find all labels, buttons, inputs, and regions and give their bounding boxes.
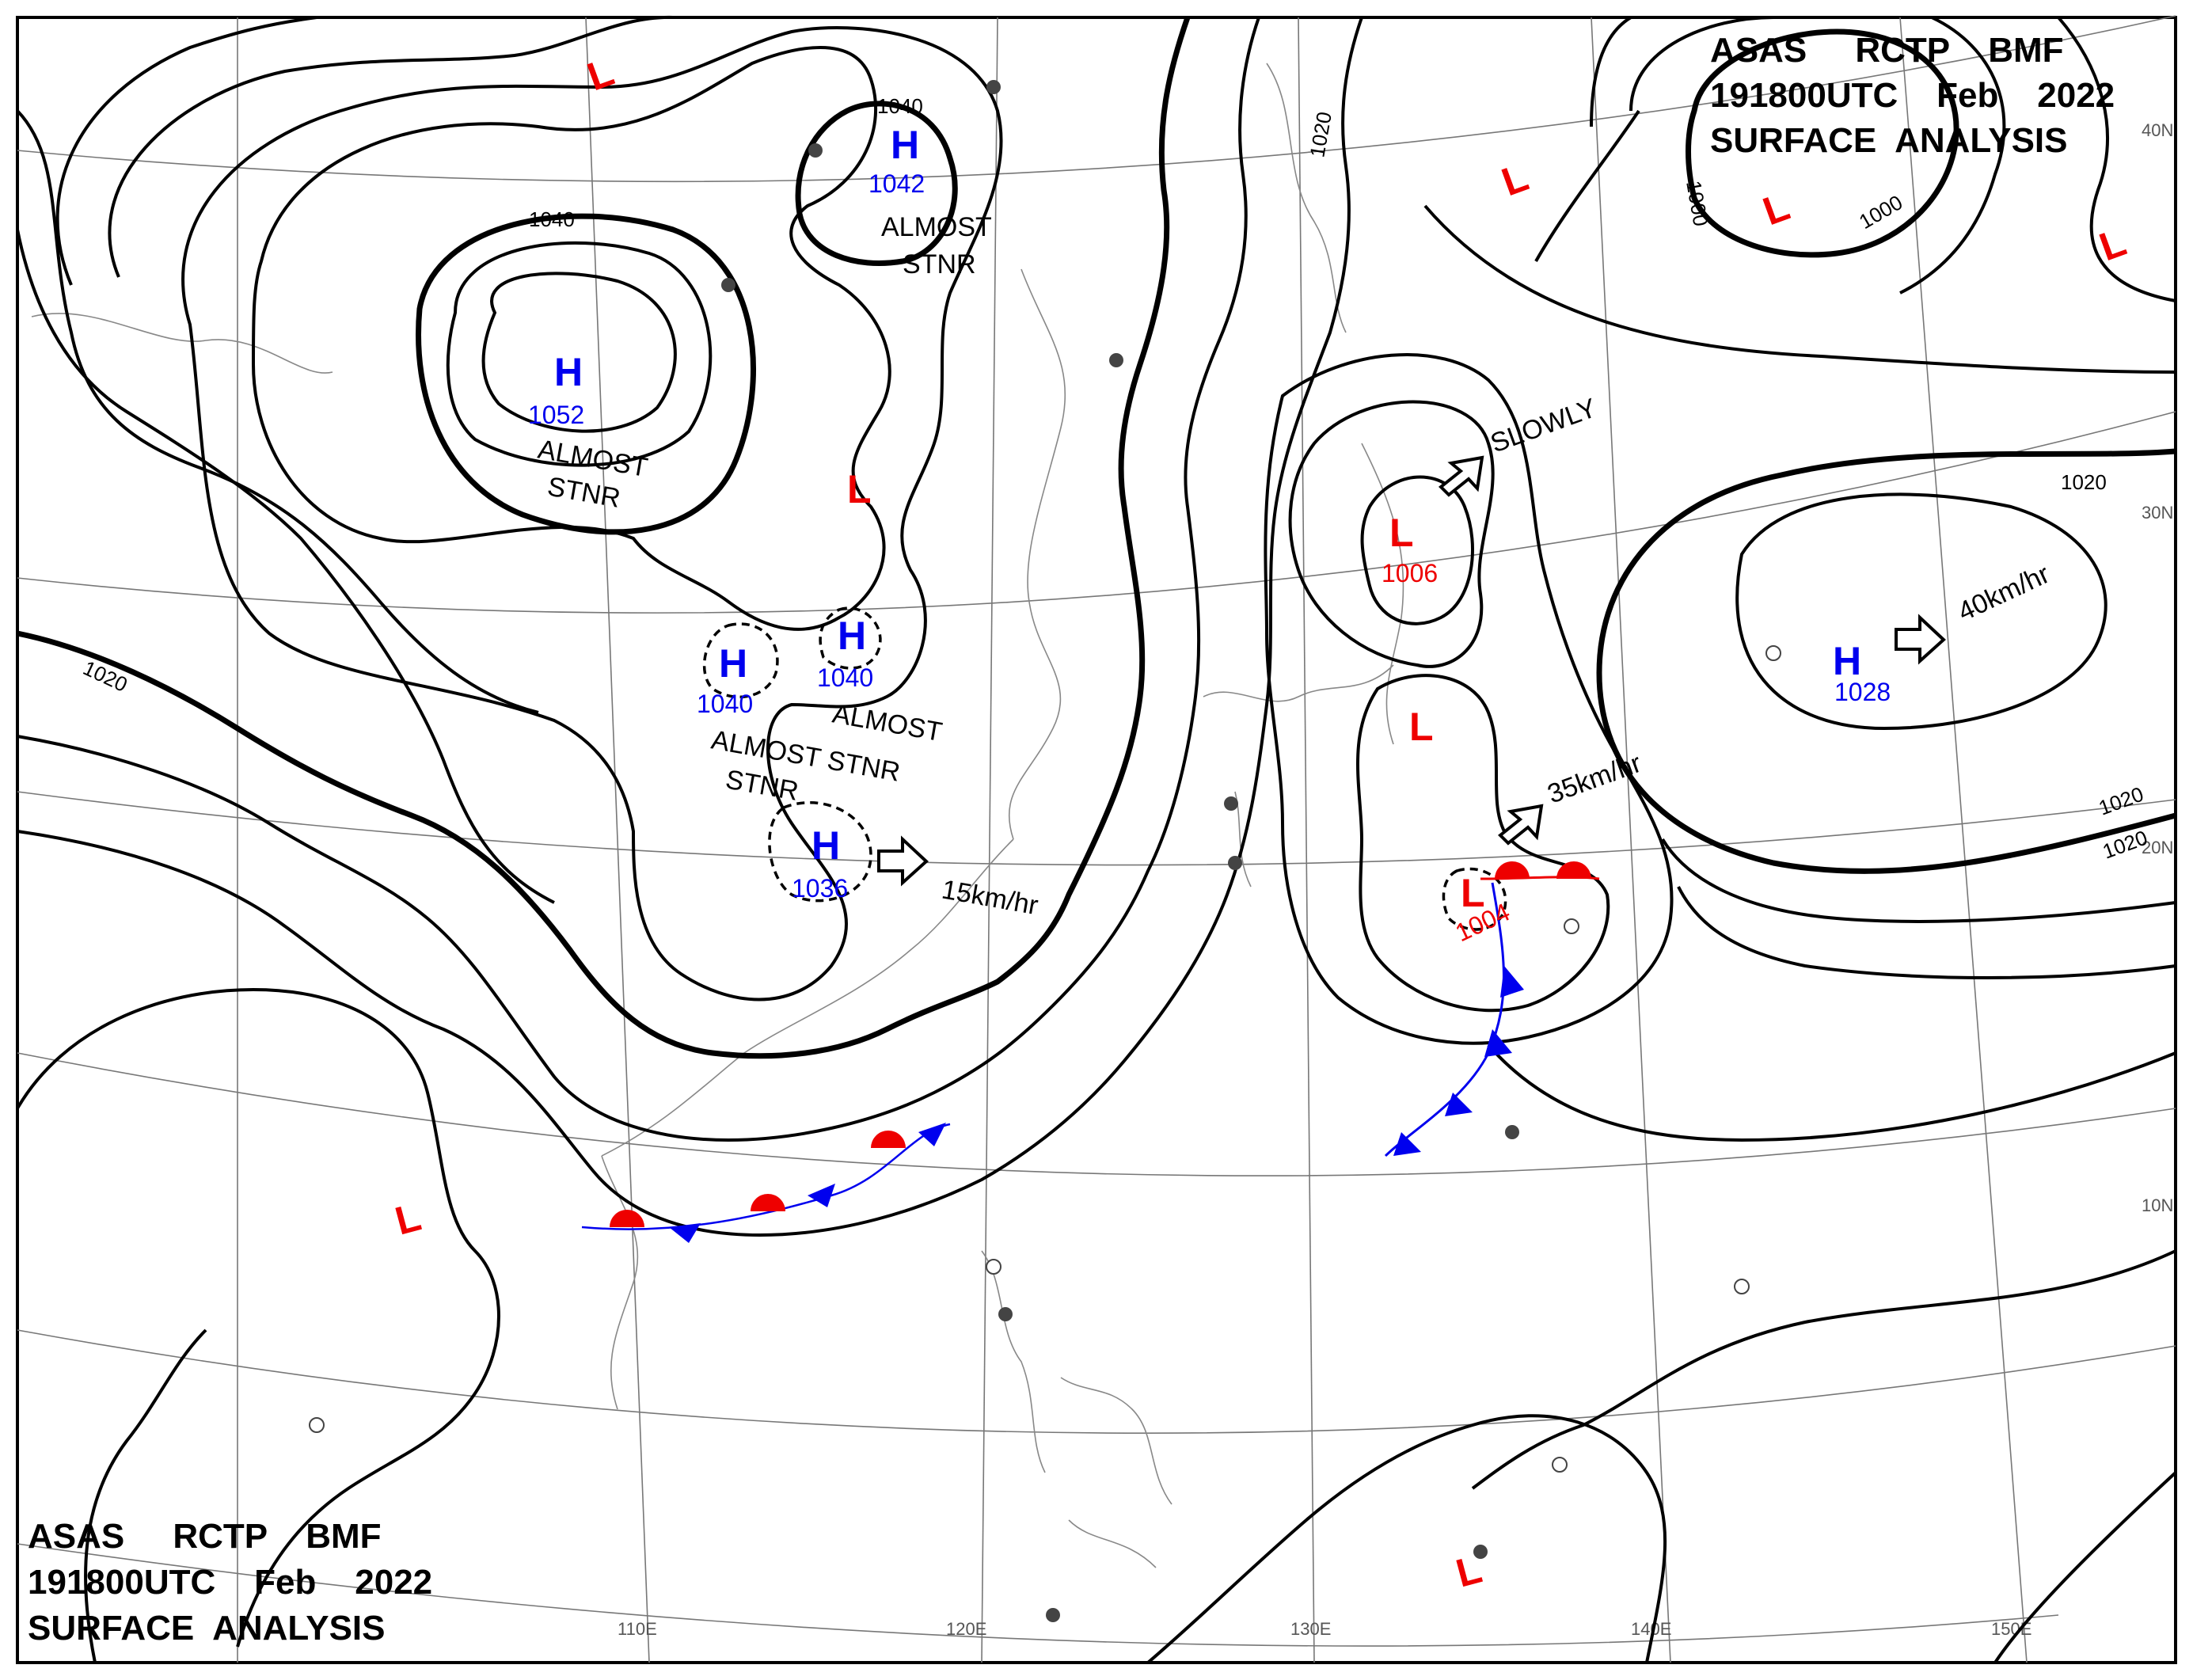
header-line-1: ASAS RCTP BMF xyxy=(28,1517,382,1556)
lat-label-10n: 10N xyxy=(2142,1195,2173,1215)
low-center-symbol: L xyxy=(582,49,620,99)
station-marker xyxy=(1046,1608,1060,1622)
graticule-labels: 110E 120E 130E 140E 150E 40N 30N 20N 10N xyxy=(618,120,2173,1639)
warm-front-bulb xyxy=(1556,861,1591,879)
isobar-label: 1040 xyxy=(877,94,923,118)
coastlines xyxy=(31,63,1404,1568)
lon-label-110e: 110E xyxy=(618,1619,657,1639)
cold-front-barb xyxy=(669,1223,701,1243)
low-center-symbol: L xyxy=(1496,154,1534,204)
warm-front-bulb xyxy=(1495,861,1530,879)
station-observations xyxy=(309,80,1781,1622)
header-line-2: 191800UTC Feb 2022 xyxy=(1710,76,2115,115)
low-center-symbol: L xyxy=(1461,871,1485,915)
low-center-symbol: L xyxy=(847,467,872,511)
low-center-symbol: L xyxy=(2094,219,2132,269)
warm-front-bulb xyxy=(751,1194,785,1211)
isobar-label: 1020 xyxy=(2061,470,2107,494)
high-center-pressure: 1036 xyxy=(792,874,848,903)
speed-note: 35km/hr xyxy=(1544,748,1645,810)
cold-front xyxy=(1384,882,1524,1157)
cold-front-barb xyxy=(1484,1029,1512,1057)
cold-front-barb xyxy=(918,1123,946,1146)
station-marker xyxy=(986,1259,1001,1275)
motion-arrow xyxy=(1439,455,1484,497)
isobar-label: 1020 xyxy=(2096,782,2147,820)
map-frame xyxy=(16,16,2177,1664)
isobar-label: 1020 xyxy=(1305,110,1336,159)
low-center-symbol: L xyxy=(1409,705,1434,749)
station-marker xyxy=(1224,796,1238,811)
slowly-note: SLOWLY xyxy=(1487,393,1601,458)
pressure-centers: H 1052 H 1042 H 1040 H 1040 H 1036 H 102… xyxy=(390,49,2131,1595)
graticule xyxy=(17,15,2176,1663)
high-center-symbol: H xyxy=(811,823,840,868)
high-center-pressure: 1040 xyxy=(697,690,753,718)
station-marker xyxy=(1228,856,1242,870)
high-center-pressure: 1040 xyxy=(817,663,873,692)
speed-note: 40km/hr xyxy=(1953,559,2054,627)
station-marker xyxy=(1473,1545,1488,1559)
isobar-label: 1040 xyxy=(529,207,575,231)
header-line-3: SURFACE ANALYSIS xyxy=(1710,121,2068,160)
low-center-symbol: L xyxy=(390,1195,425,1244)
station-marker xyxy=(1109,353,1123,367)
lon-label-120e: 120E xyxy=(946,1619,986,1639)
high-center-symbol: H xyxy=(838,614,866,658)
station-marker xyxy=(1564,918,1579,934)
motion-arrow xyxy=(877,835,929,887)
stnr-note: ALMOST xyxy=(830,698,944,747)
high-center-pressure: 1042 xyxy=(868,169,925,198)
lat-label-20n: 20N xyxy=(2142,838,2173,857)
cold-front-barb xyxy=(1445,1093,1473,1116)
isobar-label: 1000 xyxy=(1682,179,1713,228)
stnr-note: STNR xyxy=(724,764,801,806)
high-center-symbol: H xyxy=(719,641,747,686)
isobars xyxy=(16,15,2177,1664)
header-line-2: 191800UTC Feb 2022 xyxy=(28,1563,432,1602)
cold-front-barb xyxy=(1500,966,1524,998)
high-center-symbol: H xyxy=(891,123,919,167)
warm-front-bulb xyxy=(871,1131,906,1148)
header-line-3: SURFACE ANALYSIS xyxy=(28,1609,386,1648)
cold-front-barb xyxy=(808,1184,835,1207)
high-center-symbol: H xyxy=(1833,639,1861,683)
stationary-front xyxy=(581,1123,951,1243)
cold-front-barb xyxy=(1393,1132,1421,1156)
station-marker xyxy=(986,80,1001,94)
station-marker xyxy=(808,143,823,158)
high-center-pressure: 1028 xyxy=(1834,678,1891,706)
header-line-1: ASAS RCTP BMF xyxy=(1710,31,2064,70)
low-center-symbol: L xyxy=(1389,511,1414,555)
motion-arrows xyxy=(877,455,1946,887)
station-marker xyxy=(1765,645,1781,661)
lon-label-130e: 130E xyxy=(1290,1619,1331,1639)
high-center-symbol: H xyxy=(554,350,583,394)
high-center-pressure: 1052 xyxy=(528,401,584,429)
stnr-note: STNR xyxy=(545,471,623,513)
stnr-note: STNR xyxy=(903,249,976,279)
station-marker xyxy=(721,278,735,292)
motion-arrow xyxy=(1895,614,1946,665)
header-bottom: ASAS RCTP BMF 191800UTC Feb 2022 SURFACE… xyxy=(28,1517,432,1648)
speed-note: 15km/hr xyxy=(940,874,1041,921)
station-marker xyxy=(309,1417,325,1433)
warm-front xyxy=(1480,861,1600,880)
station-marker xyxy=(1552,1457,1568,1473)
movement-notes: ALMOST STNR ALMOST STNR ALMOST ALMOST ST… xyxy=(536,212,2054,921)
header-top: ASAS RCTP BMF 191800UTC Feb 2022 SURFACE… xyxy=(1710,31,2115,160)
low-center-pressure: 1006 xyxy=(1382,559,1438,587)
station-marker xyxy=(998,1307,1013,1321)
motion-arrow xyxy=(1498,804,1544,846)
warm-front-bulb xyxy=(610,1210,644,1227)
lat-label-40n: 40N xyxy=(2142,120,2173,140)
station-marker xyxy=(1734,1279,1750,1294)
lat-label-30n: 30N xyxy=(2142,503,2173,523)
low-center-symbol: L xyxy=(1758,184,1796,234)
stnr-note: ALMOST xyxy=(881,212,992,242)
isobar-labels: 1040 1040 1020 1020 1020 1000 1000 1020 … xyxy=(79,94,2150,864)
station-marker xyxy=(1505,1125,1519,1139)
